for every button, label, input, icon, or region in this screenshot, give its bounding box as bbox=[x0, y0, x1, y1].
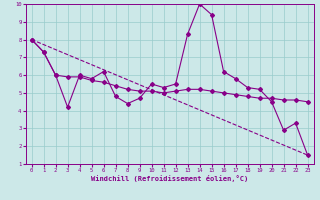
X-axis label: Windchill (Refroidissement éolien,°C): Windchill (Refroidissement éolien,°C) bbox=[91, 175, 248, 182]
